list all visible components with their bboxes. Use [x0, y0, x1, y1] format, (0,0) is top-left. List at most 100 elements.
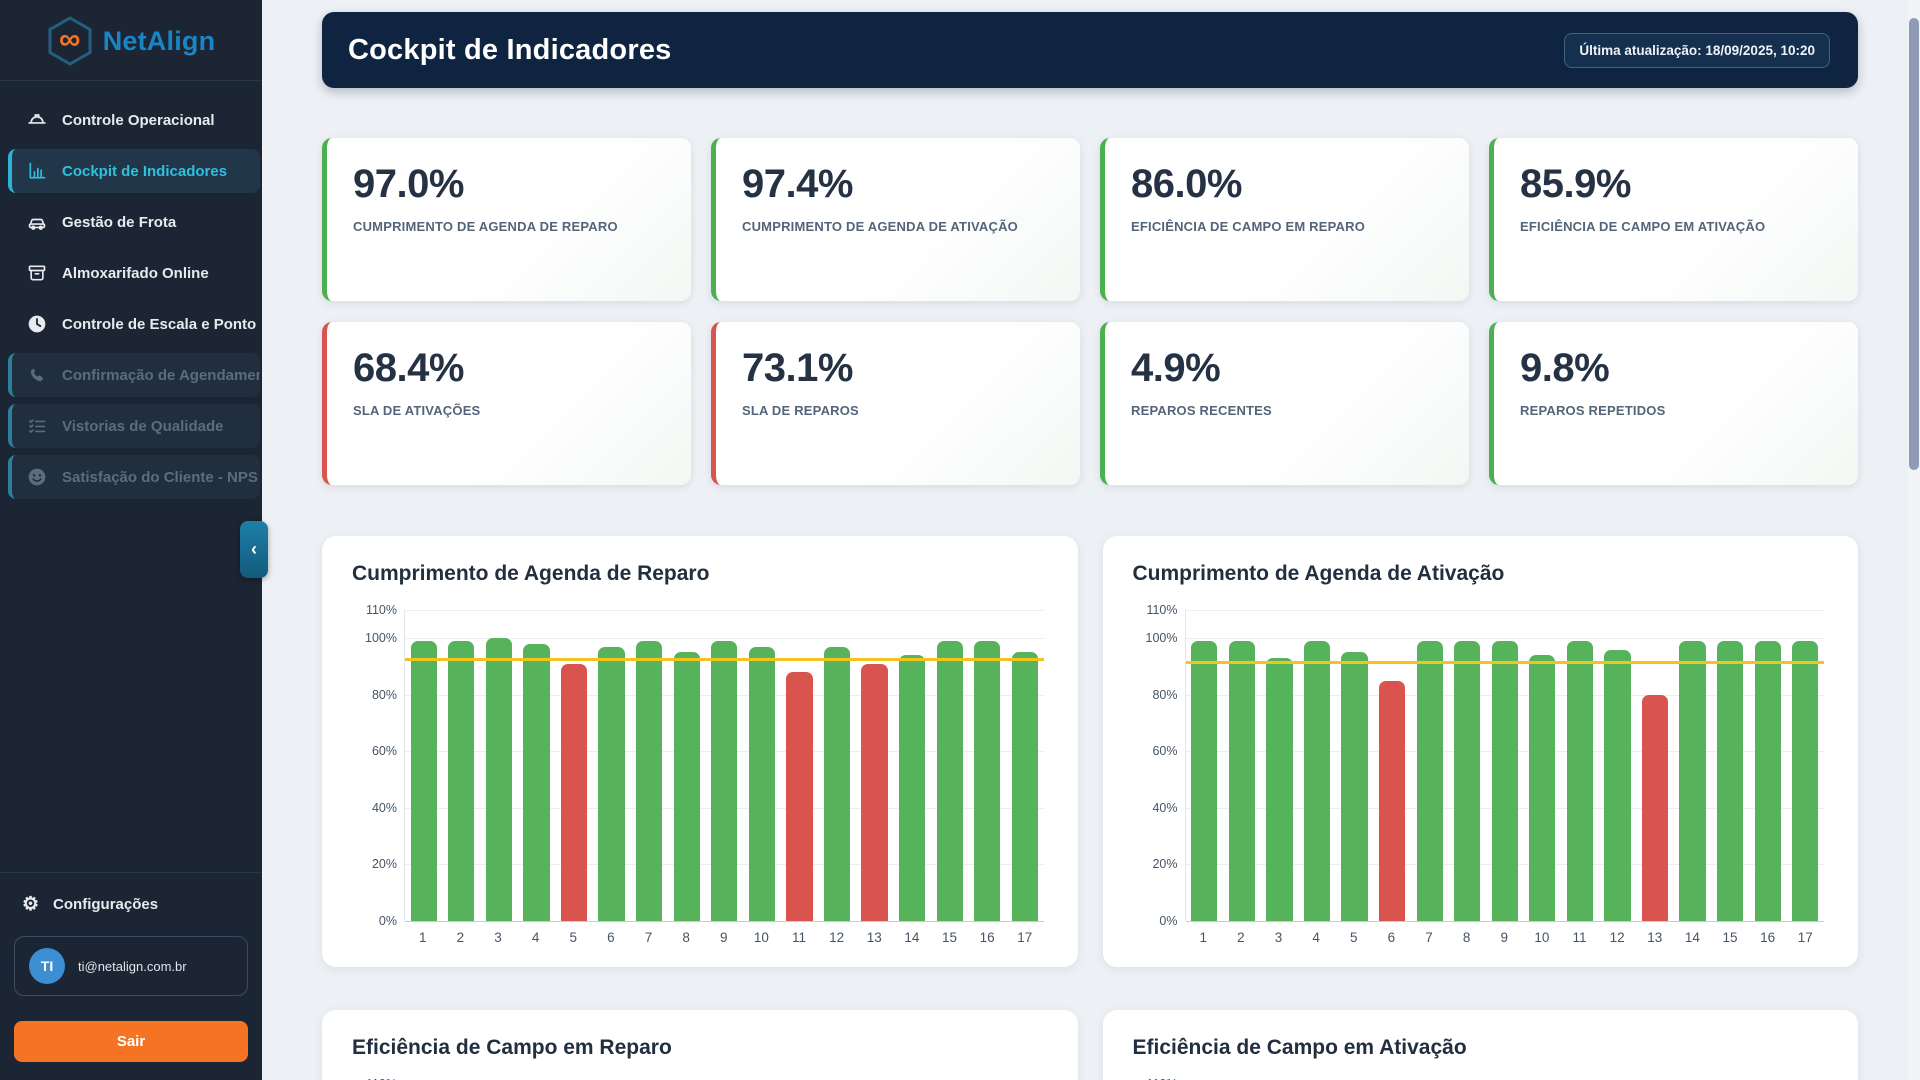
sidebar-item-1[interactable]: Cockpit de Indicadores	[8, 149, 260, 193]
y-tick-label: 110%	[1146, 603, 1178, 617]
kpi-grid: 97.0% CUMPRIMENTO DE AGENDA DE REPARO 97.4…	[322, 138, 1858, 485]
kpi-card-1: 97.4% CUMPRIMENTO DE AGENDA DE ATIVAÇÃO	[711, 138, 1080, 301]
chevron-left-icon: ‹	[251, 539, 257, 559]
kpi-value: 9.8%	[1520, 346, 1610, 390]
sidebar-item-2[interactable]: Gestão de Frota	[8, 200, 260, 244]
user-profile-chip[interactable]: TI ti@netalign.com.br	[14, 936, 248, 996]
bar-13	[1641, 694, 1669, 921]
user-email: ti@netalign.com.br	[78, 958, 187, 974]
bar-9	[711, 641, 738, 921]
chart-card-2: Eficiência de Campo em Reparo0%20%40%60%…	[322, 1010, 1078, 1080]
x-tick-label: 17	[1017, 930, 1033, 945]
kpi-card-2: 86.0% EFICIÊNCIA DE CAMPO EM REPARO	[1100, 138, 1469, 301]
kpi-label: REPAROS REPETIDOS	[1520, 403, 1666, 418]
netalign-logo-icon: ∞	[47, 16, 93, 66]
x-tick-label: 1	[1199, 930, 1208, 945]
bar-10	[1529, 655, 1556, 921]
sidebar-item-settings[interactable]: ⚙ Configurações	[14, 887, 248, 922]
kpi-label: CUMPRIMENTO DE AGENDA DE REPARO	[353, 219, 618, 234]
kpi-value: 4.9%	[1131, 346, 1221, 390]
logo: ∞ NetAlign	[0, 0, 262, 81]
y-tick-label: 100%	[1145, 631, 1178, 646]
kpi-label: CUMPRIMENTO DE AGENDA DE ATIVAÇÃO	[742, 219, 1018, 234]
x-tick-label: 10	[753, 930, 769, 945]
bar-5	[1341, 652, 1368, 921]
sidebar-item-0[interactable]: Controle Operacional	[8, 98, 260, 142]
gridline-110	[405, 610, 1044, 611]
y-tick-label: 80%	[1152, 687, 1178, 702]
page-title: Cockpit de Indicadores	[348, 33, 672, 66]
sidebar-item-label: Confirmação de Agendamento	[62, 366, 260, 384]
phone-icon	[26, 364, 48, 386]
gridline-100	[405, 638, 1044, 640]
threshold-line	[1185, 660, 1824, 664]
x-tick-label: 7	[1425, 930, 1433, 945]
page-header: Cockpit de Indicadores Última atualizaçã…	[322, 12, 1858, 88]
x-tick-label: 8	[1462, 930, 1471, 945]
sidebar-collapse-button[interactable]: ‹	[240, 521, 268, 578]
x-tick-label: 2	[1237, 930, 1245, 945]
bar-17	[1792, 641, 1819, 921]
x-tick-label: 10	[1534, 930, 1550, 945]
kpi-card-4: 68.4% SLA DE ATIVAÇÕES	[322, 322, 691, 485]
kpi-label: EFICIÊNCIA DE CAMPO EM ATIVAÇÃO	[1520, 219, 1766, 234]
x-tick-label: 6	[1387, 930, 1396, 945]
sidebar: ∞ NetAlign Controle Operacional Cockpit d…	[0, 0, 262, 1080]
car-icon	[26, 211, 48, 233]
x-tick-label: 13	[866, 930, 882, 945]
charts-row-1: Cumprimento de Agenda de Reparo 0% 20% 40% 6…	[322, 536, 1858, 967]
sidebar-item-label: Controle de Escala e Ponto	[62, 315, 257, 333]
x-tick-label: 1	[419, 930, 427, 945]
sidebar-item-6[interactable]: Vistorias de Qualidade	[8, 404, 260, 448]
last-update-badge: Última atualização: 18/09/2025, 10:20	[1564, 32, 1830, 68]
chart-title: Cumprimento de Agenda de Ativação	[1132, 562, 1505, 585]
chart-title: Cumprimento de Agenda de Reparo	[352, 562, 710, 585]
sidebar-item-label: Gestão de Frota	[62, 213, 177, 231]
sidebar-item-5[interactable]: Confirmação de Agendamento	[8, 353, 260, 397]
kpi-card-0: 97.0% CUMPRIMENTO DE AGENDA DE REPARO	[322, 138, 691, 301]
sidebar-item-7[interactable]: Satisfação do Cliente - NPS	[8, 455, 260, 499]
bar-7	[1416, 641, 1443, 921]
bar-2	[448, 641, 475, 921]
y-tick-label: 0%	[378, 914, 397, 928]
logout-button[interactable]: Sair	[14, 1021, 248, 1062]
y-tick-label: 110%	[353, 1077, 397, 1080]
sidebar-item-4[interactable]: Controle de Escala e Ponto	[8, 302, 260, 346]
kpi-label: REPAROS RECENTES	[1131, 403, 1272, 418]
x-tick-label: 15	[1722, 930, 1738, 945]
bar-14	[898, 655, 926, 921]
x-tick-label: 12	[829, 930, 845, 945]
sidebar-bottom: ⚙ Configurações TI ti@netalign.com.br Sa…	[0, 872, 262, 1080]
bar-6	[1378, 680, 1406, 921]
kpi-value: 97.4%	[742, 162, 853, 206]
y-tick-label: 20%	[371, 857, 397, 872]
bar-11	[1566, 641, 1594, 921]
gridline-0	[1185, 921, 1824, 922]
bar-17	[1011, 652, 1038, 921]
x-tick-label: 12	[1609, 930, 1625, 945]
y-tick-label: 100%	[365, 631, 397, 646]
charts-row-2: Eficiência de Campo em Reparo0%20%40%60%…	[322, 1010, 1858, 1080]
x-tick-label: 14	[904, 930, 920, 945]
bar-8	[1454, 641, 1481, 921]
x-tick-label: 11	[1572, 930, 1587, 945]
bar-2	[1228, 641, 1255, 921]
bar-8	[673, 652, 700, 921]
x-tick-label: 8	[682, 930, 690, 945]
threshold-line	[405, 658, 1044, 662]
x-tick-label: 13	[1647, 930, 1663, 945]
kpi-value: 85.9%	[1520, 162, 1631, 206]
x-tick-label: 9	[1500, 930, 1509, 945]
chart-card-3: Eficiência de Campo em Ativação0%20%40%6…	[1102, 1010, 1858, 1080]
y-tick-label: 110%	[365, 603, 397, 617]
kpi-value: 86.0%	[1131, 162, 1242, 206]
bar-1	[410, 641, 437, 921]
sidebar-item-3[interactable]: Almoxarifado Online	[8, 251, 260, 295]
bar-chart-icon	[26, 160, 48, 182]
kpi-value: 68.4%	[353, 346, 464, 390]
x-tick-label: 2	[456, 930, 465, 945]
scrollbar-thumb[interactable]	[1909, 18, 1919, 470]
bar-11	[786, 672, 813, 921]
kpi-value: 73.1%	[742, 346, 853, 390]
checklist-icon	[26, 415, 48, 437]
